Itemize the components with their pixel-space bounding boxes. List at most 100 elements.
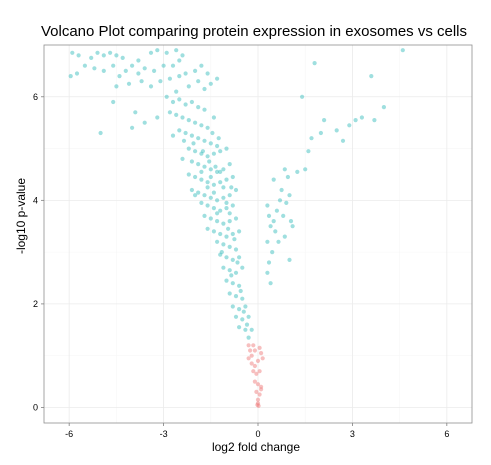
data-point-significant xyxy=(235,260,240,265)
data-point-significant xyxy=(202,193,207,198)
data-point-nonsignificant xyxy=(255,358,261,363)
data-point-significant xyxy=(266,260,272,265)
data-point-significant xyxy=(288,219,294,224)
data-point-significant xyxy=(202,107,207,112)
data-point-significant xyxy=(205,71,210,76)
data-point-significant xyxy=(196,79,201,84)
data-point-significant xyxy=(281,213,286,218)
data-point-significant xyxy=(155,48,160,53)
data-point-significant xyxy=(167,110,172,115)
data-point-nonsignificant xyxy=(257,369,262,374)
data-point-significant xyxy=(111,63,116,68)
data-point-significant xyxy=(180,156,185,161)
data-point-significant xyxy=(202,86,207,92)
data-point-significant xyxy=(205,154,210,159)
data-point-significant xyxy=(70,50,75,55)
data-point-significant xyxy=(226,226,231,231)
data-point-nonsignificant xyxy=(251,343,256,348)
x-tick-label: -3 xyxy=(160,429,168,439)
data-point-significant xyxy=(199,169,204,174)
data-point-significant xyxy=(318,130,323,136)
data-point-nonsignificant xyxy=(259,387,264,392)
data-point-significant xyxy=(215,219,220,224)
data-point-significant xyxy=(227,244,232,249)
data-point-significant xyxy=(238,288,243,294)
data-point-significant xyxy=(221,221,226,226)
data-point-significant xyxy=(282,234,287,239)
data-point-nonsignificant xyxy=(254,371,259,376)
data-point-significant xyxy=(196,136,201,141)
data-point-significant xyxy=(205,185,210,190)
data-point-significant xyxy=(181,138,187,143)
data-point-significant xyxy=(309,136,314,141)
y-axis-title: -log10 p-value xyxy=(14,178,28,254)
data-point-significant xyxy=(170,99,176,105)
data-point-nonsignificant xyxy=(255,382,261,387)
data-point-significant xyxy=(114,84,119,89)
data-point-significant xyxy=(207,159,212,164)
data-point-nonsignificant xyxy=(260,356,265,361)
x-tick-label: -6 xyxy=(65,429,73,439)
data-point-nonsignificant xyxy=(252,379,257,384)
data-point-significant xyxy=(233,216,239,221)
x-axis-ticks: -6 -3 0 3 6 xyxy=(65,423,449,439)
data-point-nonsignificant xyxy=(255,402,260,407)
data-point-significant xyxy=(120,55,125,61)
data-point-significant xyxy=(215,239,220,244)
data-point-significant xyxy=(276,239,281,244)
y-tick-label: 6 xyxy=(33,92,38,102)
data-point-significant xyxy=(74,71,80,76)
data-point-significant xyxy=(126,81,132,86)
data-point-significant xyxy=(213,164,218,169)
data-point-significant xyxy=(230,231,235,237)
data-point-significant xyxy=(215,76,220,81)
data-point-significant xyxy=(183,130,188,136)
data-point-significant xyxy=(139,79,144,84)
data-point-significant xyxy=(215,169,220,174)
data-point-significant xyxy=(215,211,220,216)
data-point-nonsignificant xyxy=(252,348,257,353)
data-point-significant xyxy=(230,257,235,262)
data-point-significant xyxy=(117,74,122,79)
data-point-significant xyxy=(233,247,239,252)
data-point-significant xyxy=(130,63,135,68)
data-point-significant xyxy=(114,53,119,58)
data-point-significant xyxy=(133,110,138,115)
data-point-significant xyxy=(177,58,182,63)
data-point-significant xyxy=(340,138,346,143)
data-point-significant xyxy=(265,203,270,208)
data-point-significant xyxy=(193,68,198,73)
data-point-significant xyxy=(240,265,245,270)
data-point-significant xyxy=(199,63,204,68)
data-point-significant xyxy=(230,304,235,309)
data-point-significant xyxy=(218,180,223,185)
data-point-significant xyxy=(221,195,226,200)
data-point-significant xyxy=(265,239,270,244)
data-point-significant xyxy=(180,53,185,58)
data-point-significant xyxy=(167,76,172,81)
data-point-significant xyxy=(189,159,194,164)
data-point-significant xyxy=(265,270,270,275)
data-point-significant xyxy=(312,61,317,66)
data-point-significant xyxy=(224,255,229,260)
data-point-significant xyxy=(101,53,106,58)
data-point-significant xyxy=(161,63,166,68)
data-point-significant xyxy=(221,185,226,190)
data-point-significant xyxy=(208,174,213,180)
y-tick-label: 0 xyxy=(33,402,38,412)
data-point-significant xyxy=(229,273,234,278)
data-point-nonsignificant xyxy=(254,389,259,394)
data-point-significant xyxy=(372,118,377,123)
data-point-significant xyxy=(268,281,273,286)
data-point-significant xyxy=(285,174,290,180)
data-point-significant xyxy=(183,102,188,107)
data-point-significant xyxy=(274,208,279,213)
data-point-significant xyxy=(249,327,254,332)
data-point-significant xyxy=(189,133,194,138)
data-point-significant xyxy=(271,219,276,224)
data-point-significant xyxy=(186,84,191,89)
data-point-significant xyxy=(224,146,229,151)
x-tick-label: 0 xyxy=(255,429,260,439)
data-point-significant xyxy=(208,195,213,200)
